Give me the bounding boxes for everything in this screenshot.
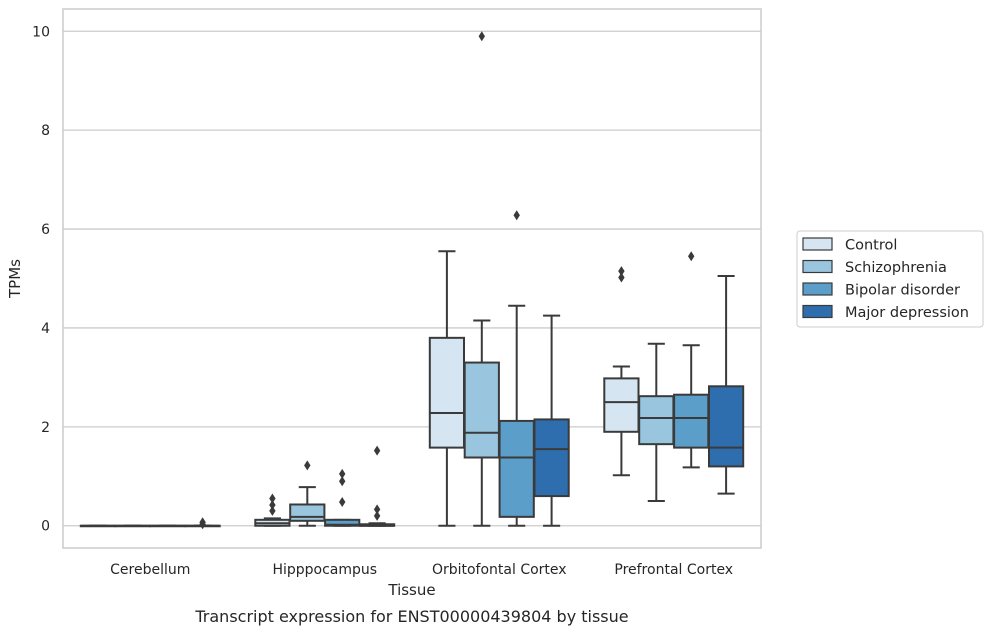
outlier-point — [339, 468, 346, 479]
legend-frame — [796, 230, 984, 328]
legend-item: Control — [802, 237, 897, 254]
legend-item: Bipolar disorder — [802, 282, 960, 299]
iqr-box — [673, 393, 710, 449]
outlier-point — [373, 510, 381, 521]
outlier-point — [478, 31, 485, 42]
outlier-point — [373, 504, 381, 515]
iqr-box — [498, 419, 535, 518]
outlier-point — [199, 517, 206, 528]
y-tick-label: 8 — [41, 123, 50, 139]
iqr-box — [533, 418, 570, 498]
legend-swatch — [802, 304, 833, 319]
legend-label: Bipolar disorder — [845, 283, 960, 299]
y-tick-labels: 0 2 4 6 8 10 — [32, 24, 50, 534]
outlier-point — [269, 493, 276, 504]
legend-label: Major depression — [845, 305, 969, 321]
series-schizophrenia — [114, 31, 675, 528]
iqr-box — [603, 377, 640, 433]
chart-caption: Transcript expression for ENST0000043980… — [194, 607, 628, 626]
box — [533, 314, 570, 527]
box — [463, 31, 500, 527]
series-control — [79, 250, 640, 528]
outlier-point — [339, 476, 346, 487]
box — [324, 468, 361, 527]
iqr-box — [463, 361, 500, 459]
box — [289, 460, 326, 527]
series-major-depression — [184, 275, 745, 530]
box — [707, 275, 745, 495]
x-tick-label: Cerebellum — [110, 562, 190, 578]
box — [603, 266, 640, 477]
legend-label: Control — [845, 238, 897, 254]
legend-swatch — [802, 237, 833, 251]
iqr-box — [428, 336, 466, 449]
y-tick-label: 2 — [41, 420, 50, 436]
outlier-point — [618, 266, 625, 277]
box — [149, 524, 186, 528]
y-tick-label: 0 — [41, 519, 50, 535]
x-tick-label: Orbitofontal Cortex — [432, 562, 567, 578]
legend: Control Schizophrenia Bipolar disorder Majo… — [796, 230, 984, 328]
box — [184, 517, 221, 530]
legend-swatch — [802, 259, 833, 274]
legend-swatch — [802, 282, 833, 296]
outlier-point — [513, 210, 520, 221]
y-tick-label: 4 — [41, 321, 50, 337]
legend-item: Schizophrenia — [802, 259, 947, 276]
outlier-point — [373, 445, 381, 456]
y-tick-label: 10 — [32, 24, 50, 40]
x-axis-label: Tissue — [387, 581, 435, 599]
plot-area — [62, 8, 762, 549]
outlier-point — [269, 499, 276, 510]
x-tick-label: Hipppocampus — [272, 562, 377, 578]
box — [79, 524, 117, 528]
box — [638, 342, 675, 503]
iqr-box — [707, 385, 745, 468]
y-axis-label: TPMs — [6, 259, 24, 299]
legend-item: Major depression — [802, 304, 969, 321]
box — [114, 524, 151, 528]
outlier-point — [304, 460, 311, 471]
iqr-box — [638, 395, 675, 446]
outlier-point — [618, 272, 625, 283]
box — [254, 493, 291, 527]
x-tick-labels: Cerebellum Hipppocampus Orbitofontal Corte… — [110, 562, 733, 578]
y-tick-label: 6 — [41, 222, 50, 238]
iqr-box — [289, 503, 326, 522]
box — [428, 250, 466, 527]
outlier-point — [688, 251, 695, 262]
outlier-point — [269, 505, 276, 516]
box — [358, 445, 396, 527]
box — [498, 210, 535, 527]
x-tick-label: Prefrontal Cortex — [614, 562, 733, 578]
legend-label: Schizophrenia — [845, 260, 947, 276]
box-series — [79, 31, 745, 530]
outlier-point — [339, 497, 346, 508]
